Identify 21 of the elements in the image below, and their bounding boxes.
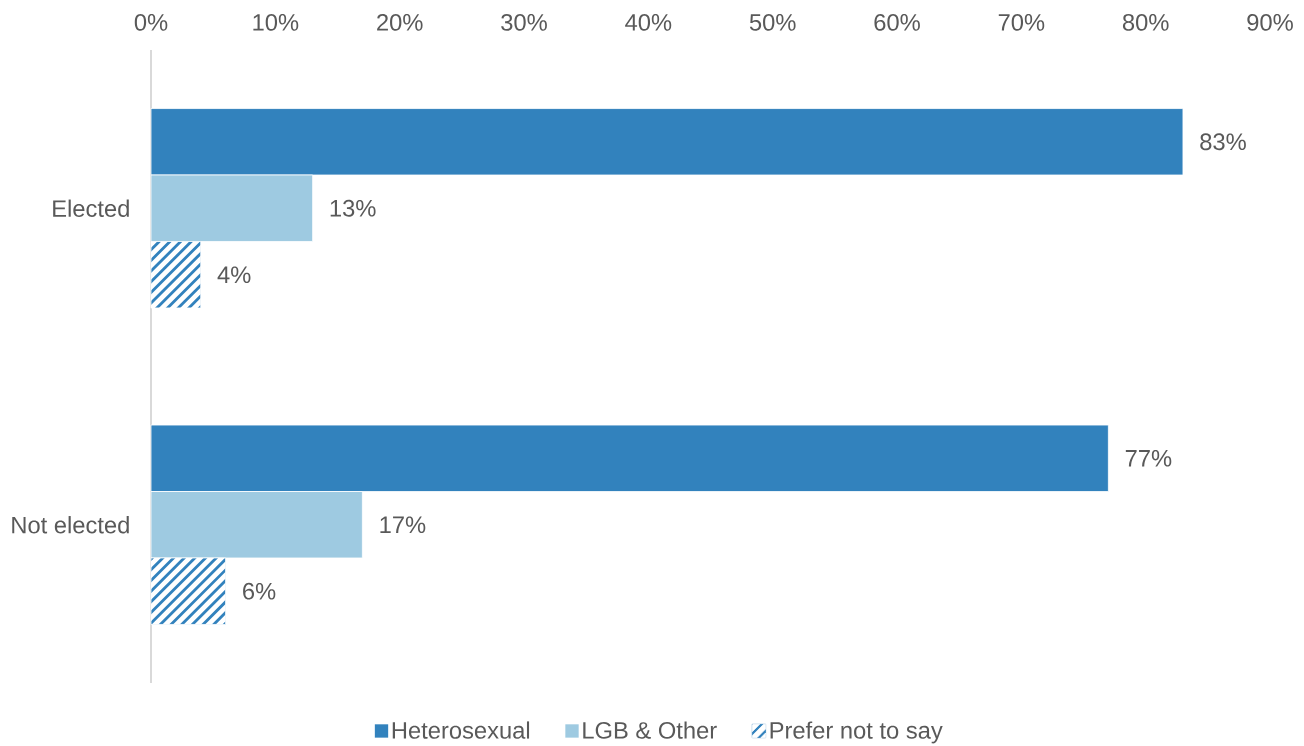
- data-label: 17%: [380, 516, 426, 534]
- data-label: 6%: [243, 582, 276, 600]
- legend-label: LGB & Other: [583, 721, 717, 739]
- data-label: 13%: [330, 199, 376, 217]
- x-tick-label: 30%: [501, 13, 547, 31]
- x-tick-label: 80%: [1122, 13, 1169, 31]
- data-label: 77%: [1125, 449, 1172, 467]
- x-tick-label: 90%: [1247, 13, 1293, 31]
- x-tick-label: 10%: [253, 13, 299, 31]
- x-tick-label: 40%: [625, 13, 672, 31]
- legend-label: Prefer not to say: [770, 721, 943, 744]
- y-tick-label: Not elected: [12, 516, 129, 534]
- x-tick-label: 50%: [749, 13, 796, 31]
- legend-label: Heterosexual: [392, 721, 530, 739]
- x-tick-label: 70%: [998, 13, 1045, 31]
- y-tick-label: Elected: [53, 199, 129, 217]
- x-tick-label: 60%: [874, 13, 920, 31]
- x-tick-label: 20%: [377, 13, 423, 31]
- data-label: 4%: [217, 266, 251, 284]
- data-label: 83%: [1200, 133, 1246, 151]
- x-tick-label: 0%: [134, 13, 168, 31]
